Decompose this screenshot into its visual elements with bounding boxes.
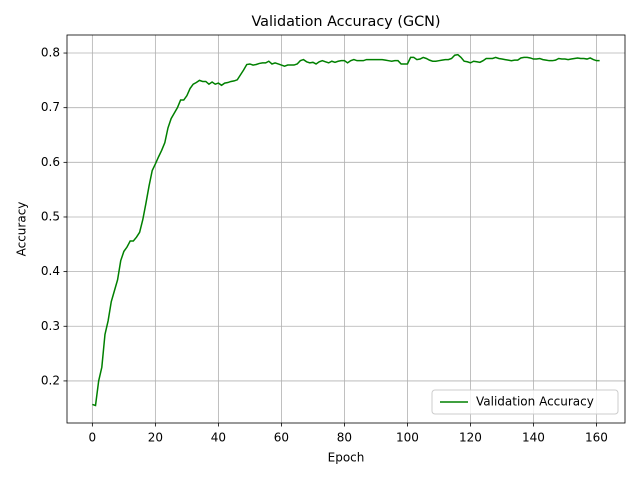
- x-tick-label: 140: [522, 431, 545, 445]
- chart-title: Validation Accuracy (GCN): [251, 14, 440, 30]
- x-axis-label: Epoch: [328, 451, 365, 465]
- y-tick-label: 0.4: [41, 264, 60, 278]
- y-tick-label: 0.2: [41, 373, 60, 387]
- plot-frame: [66, 34, 626, 424]
- y-axis-label: Accuracy: [15, 202, 29, 257]
- y-tick-label: 0.8: [41, 46, 60, 60]
- y-tick-label: 0.6: [41, 155, 60, 169]
- x-tick-label: 160: [585, 431, 608, 445]
- x-tick-label: 40: [211, 431, 226, 445]
- y-tick-label: 0.5: [41, 209, 60, 223]
- y-tick-label: 0.3: [41, 319, 60, 333]
- x-tick-label: 60: [274, 431, 289, 445]
- x-tick-label: 0: [89, 431, 97, 445]
- legend-box: [431, 389, 619, 415]
- x-tick-label: 20: [148, 431, 163, 445]
- legend: Validation Accuracy: [431, 389, 619, 415]
- x-tick-label: 120: [459, 431, 482, 445]
- legend-label: Validation Accuracy: [476, 395, 594, 409]
- x-tick-label: 80: [337, 431, 352, 445]
- y-tick-label: 0.7: [41, 100, 60, 114]
- x-tick-label: 100: [396, 431, 419, 445]
- data-line: [92, 53, 600, 407]
